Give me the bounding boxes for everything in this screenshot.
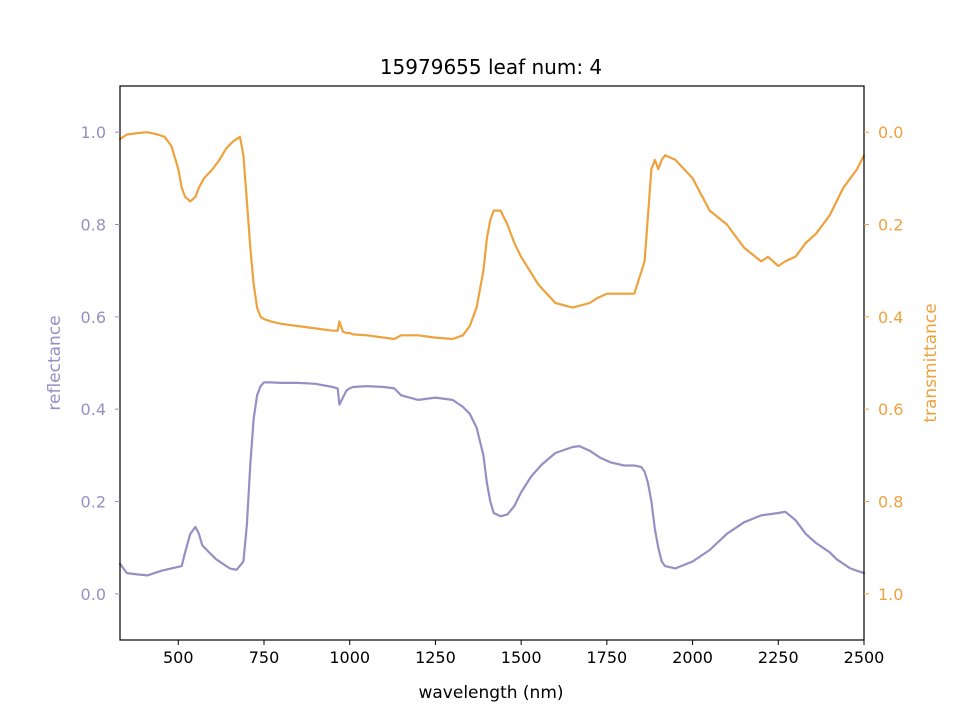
plot-area [118, 85, 866, 641]
x-tick-label: 1250 [415, 648, 456, 667]
x-tick-label: 750 [249, 648, 280, 667]
x-tick-label: 2000 [672, 648, 713, 667]
x-tick-label: 2250 [758, 648, 799, 667]
x-axis: 500 750 1000 1250 1500 1750 2000 2250 2500 [163, 640, 884, 667]
x-tick-label: 2500 [844, 648, 885, 667]
plot-frame [119, 85, 865, 641]
y-left-tick-label: 0.2 [81, 493, 106, 512]
chart-title: 15979655 leaf num: 4 [380, 55, 602, 79]
series-layer [118, 131, 866, 577]
y-left-tick-label: 0.6 [81, 308, 106, 327]
y-left-tick-label: 0.0 [81, 585, 106, 604]
series-line-transmittance [118, 131, 866, 341]
y-right-tick-label: 0.0 [878, 123, 903, 142]
y-axis-left-label: reflectance [45, 315, 65, 410]
y-right-tick-label: 0.4 [878, 308, 903, 327]
y-left-tick-label: 1.0 [81, 123, 106, 142]
y-left-tick-label: 0.4 [81, 400, 106, 419]
y-axis-left: 0.0 0.2 0.4 0.6 0.8 1.0 [81, 123, 120, 604]
y-right-tick-label: 1.0 [878, 585, 903, 604]
x-tick-label: 1000 [329, 648, 370, 667]
x-tick-label: 500 [163, 648, 194, 667]
x-axis-label: wavelength (nm) [418, 683, 563, 703]
x-tick-label: 1750 [586, 648, 627, 667]
y-right-tick-label: 0.2 [878, 216, 903, 235]
y-right-tick-label: 0.6 [878, 400, 903, 419]
y-right-tick-label: 0.8 [878, 493, 903, 512]
y-axis-right-label: transmittance [921, 303, 941, 422]
y-left-tick-label: 0.8 [81, 216, 106, 235]
y-axis-right: 0.0 0.2 0.4 0.6 0.8 1.0 [864, 123, 903, 604]
x-tick-label: 1500 [501, 648, 542, 667]
series-line-reflectance [118, 381, 866, 577]
